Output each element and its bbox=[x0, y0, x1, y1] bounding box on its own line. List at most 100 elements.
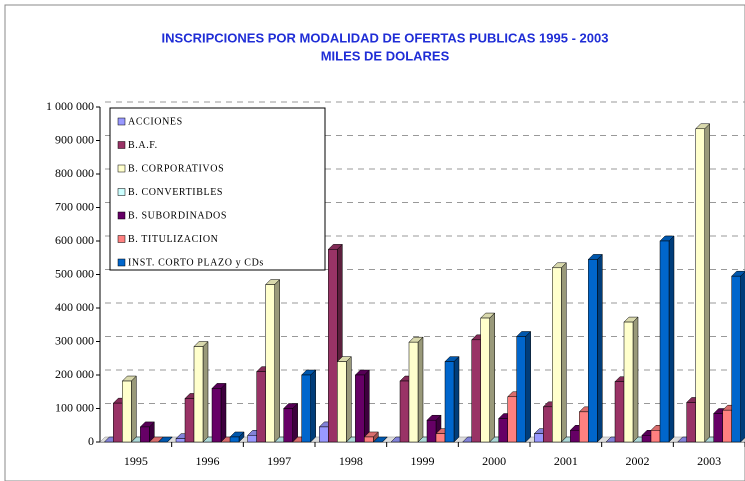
bar bbox=[328, 249, 338, 443]
bar bbox=[140, 426, 150, 443]
bar bbox=[623, 321, 634, 443]
legend-swatch bbox=[117, 164, 126, 173]
x-tick-label: 1999 bbox=[411, 454, 435, 468]
bar-top bbox=[157, 436, 173, 443]
bar bbox=[444, 361, 455, 443]
bar bbox=[659, 240, 670, 443]
bar bbox=[175, 438, 186, 443]
bar-side bbox=[220, 382, 227, 443]
y-tick-label: 600 000 bbox=[55, 233, 94, 247]
bar bbox=[650, 430, 661, 443]
bar bbox=[480, 317, 490, 443]
bar bbox=[498, 418, 508, 443]
y-tick-label: 100 000 bbox=[55, 400, 94, 414]
bar-side bbox=[131, 375, 137, 443]
bar bbox=[283, 408, 293, 443]
legend-swatch bbox=[117, 211, 126, 220]
legend-swatch bbox=[117, 258, 126, 267]
bar bbox=[516, 336, 526, 443]
bar-side bbox=[525, 330, 531, 443]
bar bbox=[408, 341, 419, 443]
bar-side bbox=[561, 262, 567, 443]
bar-side bbox=[740, 271, 745, 443]
legend-swatch bbox=[117, 235, 126, 243]
bar-top bbox=[372, 436, 388, 443]
chart-title: INSCRIPCIONES POR MODALIDAD DE OFERTAS P… bbox=[162, 30, 609, 45]
y-tick-label: 1 000 000 bbox=[46, 99, 94, 113]
bar bbox=[588, 259, 598, 443]
legend-swatch bbox=[117, 188, 126, 196]
bar bbox=[337, 361, 347, 443]
legend-swatch bbox=[117, 117, 126, 126]
x-tick-label: 1997 bbox=[267, 454, 291, 468]
bar bbox=[301, 374, 311, 443]
x-tick-label: 1998 bbox=[339, 454, 363, 468]
bar bbox=[686, 402, 696, 443]
bar bbox=[247, 435, 257, 443]
bar-side bbox=[453, 355, 460, 443]
bar bbox=[435, 433, 446, 443]
y-tick-label: 500 000 bbox=[55, 266, 94, 280]
bar bbox=[579, 411, 589, 443]
chart-subtitle: MILES DE DOLARES bbox=[321, 48, 450, 63]
bar bbox=[614, 381, 625, 443]
bar bbox=[256, 371, 266, 443]
bar-side bbox=[310, 369, 316, 443]
y-tick-label: 0 bbox=[88, 434, 94, 448]
bar-side bbox=[704, 123, 710, 443]
bar bbox=[713, 413, 723, 443]
x-tick-label: 2003 bbox=[697, 454, 721, 468]
bar bbox=[184, 398, 195, 443]
bar bbox=[695, 128, 705, 443]
y-tick-label: 300 000 bbox=[55, 333, 94, 347]
bar bbox=[364, 436, 374, 443]
bar bbox=[426, 419, 437, 443]
bar-side bbox=[668, 235, 675, 443]
x-tick-label: 2000 bbox=[482, 454, 506, 468]
bar bbox=[543, 406, 553, 443]
y-tick-label: 400 000 bbox=[55, 300, 94, 314]
bar bbox=[355, 374, 365, 443]
y-tick-label: 200 000 bbox=[55, 367, 94, 381]
bar-side bbox=[274, 278, 280, 443]
legend-label: ACCIONES bbox=[128, 116, 183, 127]
bar bbox=[534, 433, 544, 443]
bar bbox=[319, 426, 329, 443]
bar-side bbox=[417, 336, 424, 443]
bar bbox=[552, 267, 562, 443]
bar bbox=[113, 402, 123, 443]
bar bbox=[265, 284, 275, 443]
bar-side bbox=[632, 316, 639, 443]
legend-label: B. SUBORDINADOS bbox=[128, 210, 227, 221]
bar-side bbox=[346, 355, 352, 443]
bar bbox=[229, 436, 240, 443]
bar-side bbox=[597, 253, 603, 443]
legend-label: INST. CORTO PLAZO y CDs bbox=[128, 257, 264, 268]
legend-label: B. CONVERTIBLES bbox=[128, 187, 223, 198]
bar bbox=[641, 435, 652, 443]
y-tick-label: 700 000 bbox=[55, 199, 94, 213]
bar-side bbox=[364, 369, 370, 443]
bar bbox=[193, 346, 204, 443]
x-tick-label: 1995 bbox=[124, 454, 148, 468]
legend-box bbox=[109, 107, 326, 271]
x-tick-label: 1996 bbox=[196, 454, 220, 468]
bar-side bbox=[292, 402, 298, 443]
x-tick-label: 2001 bbox=[554, 454, 578, 468]
legend-label: B. CORPORATIVOS bbox=[128, 163, 224, 174]
bar-side bbox=[489, 312, 495, 443]
bar bbox=[122, 380, 132, 443]
legend-label: B.A.F. bbox=[128, 140, 158, 151]
bar bbox=[471, 339, 481, 443]
legend-swatch bbox=[117, 141, 126, 149]
legend-label: B. TITULIZACION bbox=[128, 234, 218, 245]
bar bbox=[570, 430, 580, 443]
bar-side bbox=[202, 340, 209, 443]
bar bbox=[722, 409, 732, 443]
bar bbox=[211, 388, 222, 443]
bar bbox=[731, 275, 741, 443]
y-tick-label: 800 000 bbox=[55, 166, 94, 180]
bar bbox=[507, 396, 517, 443]
x-tick-label: 2002 bbox=[626, 454, 650, 468]
